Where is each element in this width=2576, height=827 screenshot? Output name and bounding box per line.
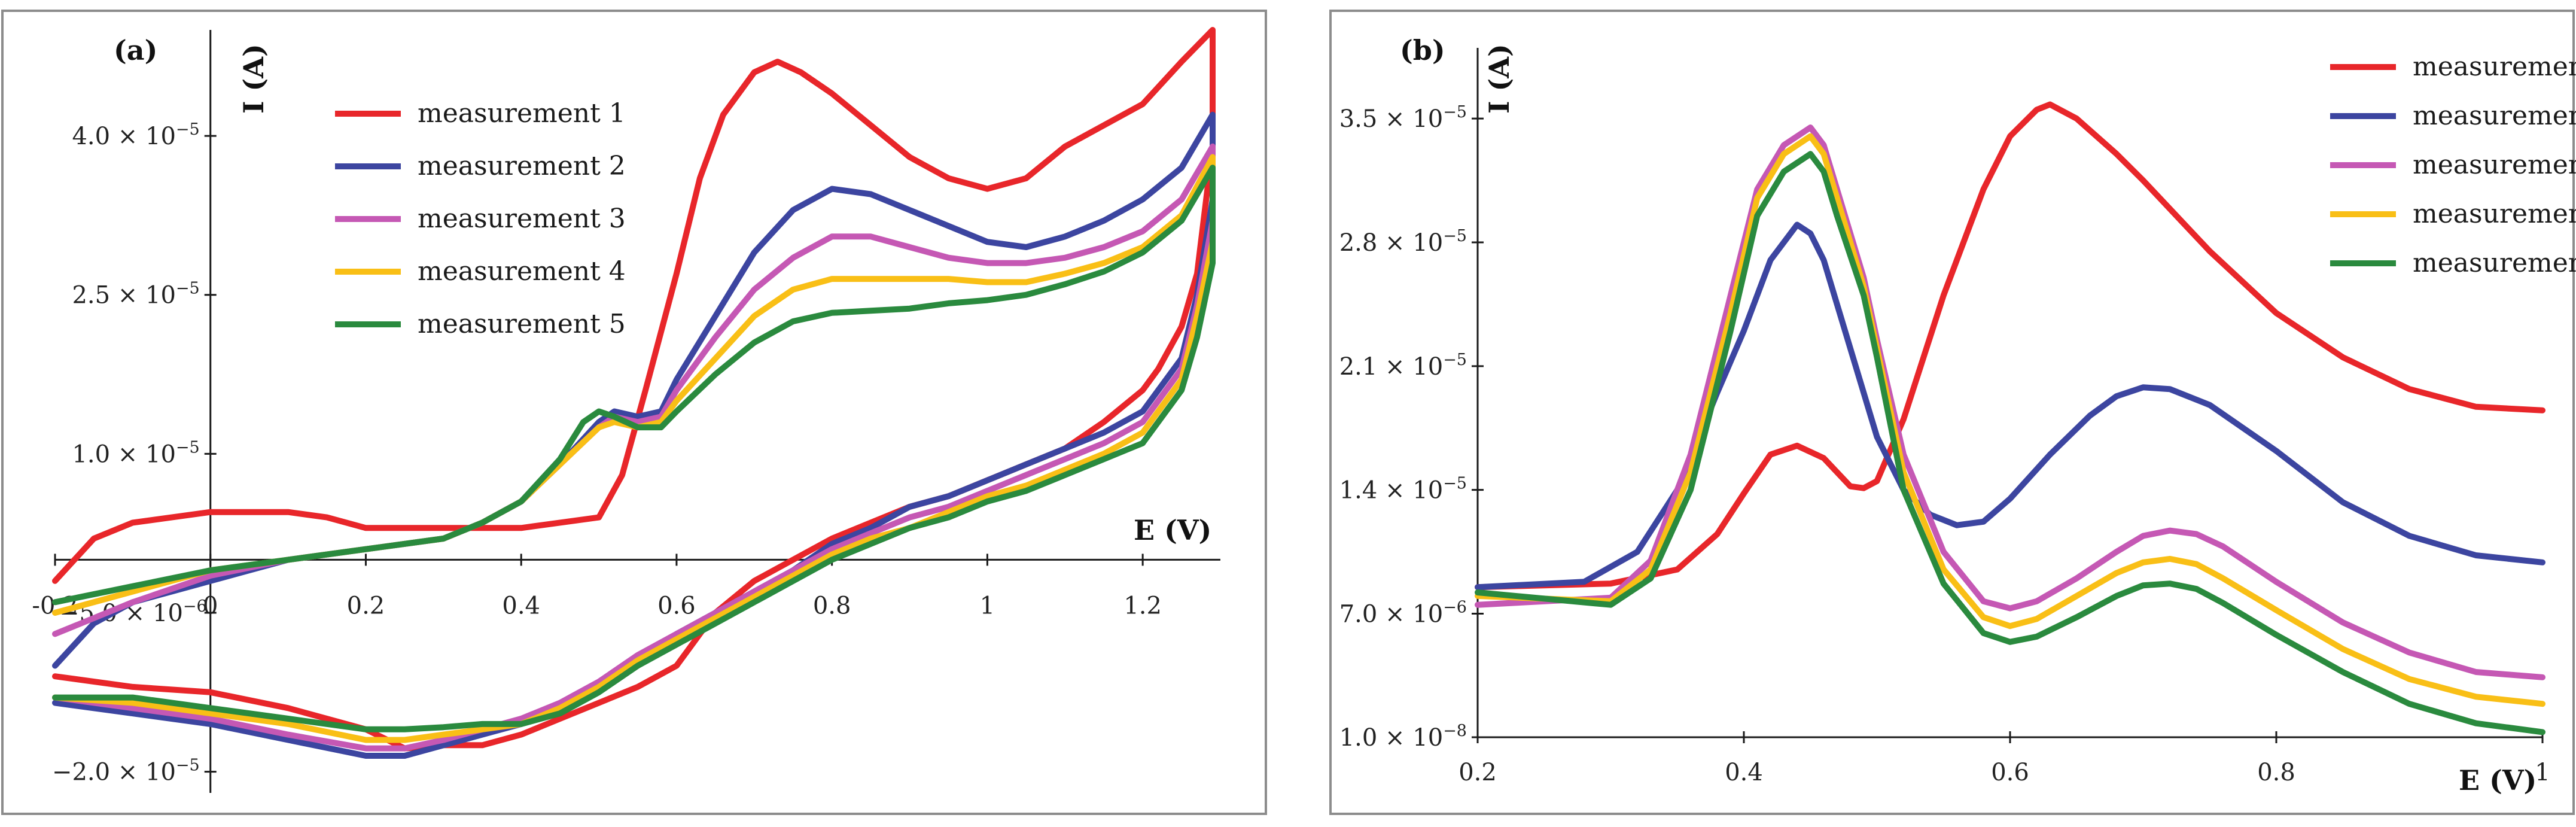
legend-label: measurement 2 — [2413, 101, 2576, 131]
x-tick-label: 0.6 — [1991, 759, 2029, 786]
panel-label: (b) — [1400, 34, 1445, 66]
x-tick-label: 0.8 — [2257, 759, 2295, 786]
y-tick-label: 1.0 × 10−5 — [72, 438, 199, 468]
x-axis-title: E (V) — [2459, 764, 2537, 796]
panel-frame — [1, 10, 1267, 815]
y-axis-title: I (A) — [237, 44, 270, 114]
series-line-measurement-1 — [52, 27, 1216, 752]
series-line-measurement-5 — [52, 165, 1216, 732]
x-tick-label: 0.4 — [1725, 759, 1763, 786]
legend-label: measurement 1 — [2413, 51, 2576, 82]
y-tick-label: 1.0 × 10−8 — [1339, 722, 1467, 752]
x-tick-label: 0.4 — [502, 592, 540, 619]
chart-panel-a: -0.2 0 0.2 0.4 0.6 0.8 1 1.24.0 × 10−52.5 × 10−… — [1, 10, 1267, 815]
legend-label: measurement 4 — [418, 256, 626, 287]
x-tick-label: 1 — [980, 592, 995, 619]
legend: measurement 1 measurement 2 measurement 3 m… — [335, 98, 626, 339]
legend-label: measurement 1 — [418, 98, 626, 129]
y-tick-label: 1.4 × 10−5 — [1339, 475, 1467, 504]
legend: measurement 1 measurement 2 measurement 3 m… — [2330, 51, 2576, 278]
x-tick-label: 1.2 — [1123, 592, 1162, 619]
x-tick-label: 0.8 — [813, 592, 851, 619]
y-tick-label: −2.0 × 10−5 — [52, 756, 200, 786]
x-tick-label: 0.2 — [347, 592, 385, 619]
series-line-measurement-5 — [1475, 151, 2545, 735]
y-tick-label: 7.0 × 10−6 — [1339, 598, 1467, 628]
legend-label: measurement 2 — [418, 151, 626, 181]
chart-panel-b: 0.2 0.4 0.6 0.8 1 3.5 × 10−5 2.8 × 10−5 2.1 × 1… — [1329, 10, 2576, 815]
x-tick-label: 1 — [2535, 759, 2550, 786]
legend-label: measurement 5 — [418, 309, 626, 339]
y-tick-label: 4.0 × 10−5 — [72, 120, 199, 150]
y-tick-label: 2.8 × 10−5 — [1339, 227, 1467, 257]
x-tick-label: 0.2 — [1458, 759, 1497, 786]
series-line-measurement-2 — [1475, 221, 2545, 591]
legend-label: measurement 4 — [2413, 199, 2576, 229]
x-tick-label: 0 — [203, 592, 218, 619]
series-line-measurement-4 — [1475, 133, 2545, 707]
y-tick-label: 2.1 × 10−5 — [1339, 351, 1467, 381]
legend-label: measurement 3 — [418, 203, 626, 234]
legend-label: measurement 5 — [2413, 248, 2576, 278]
y-tick-label: 2.5 × 10−5 — [72, 279, 199, 309]
legend-label: measurement 3 — [2413, 150, 2576, 180]
panel-label: (a) — [114, 34, 157, 66]
y-tick-label: 3.5 × 10−5 — [1339, 103, 1467, 133]
x-tick-label: 0.6 — [657, 592, 696, 619]
series-line-measurement-1 — [1475, 101, 2545, 591]
y-axis-title: I (A) — [1483, 44, 1515, 114]
x-axis-title: E (V) — [1134, 514, 1211, 546]
